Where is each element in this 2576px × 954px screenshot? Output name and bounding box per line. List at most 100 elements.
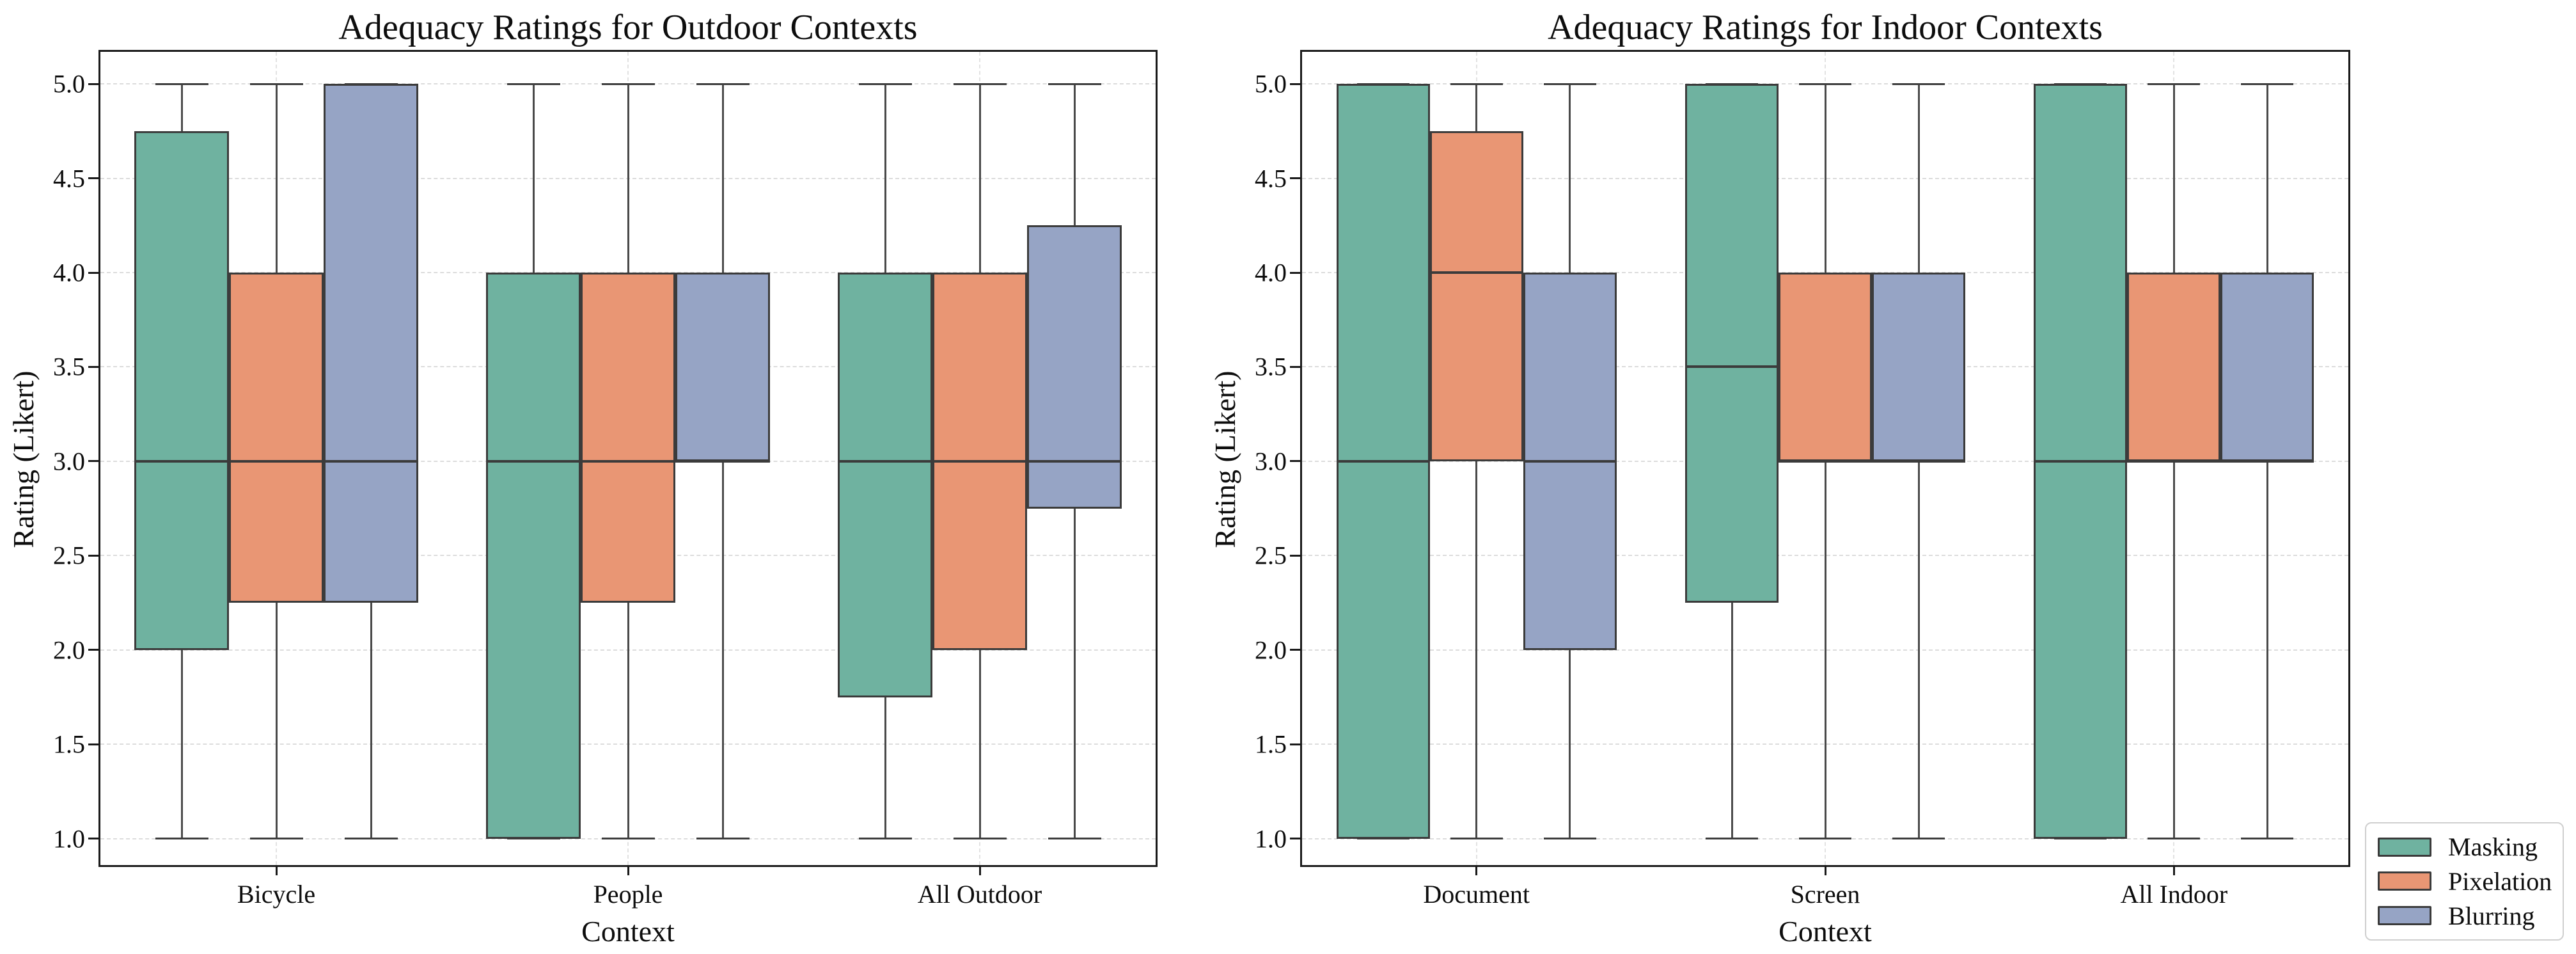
median-pixelation-all-indoor xyxy=(2127,459,2221,463)
y-tick-mark-2.5 xyxy=(88,554,98,557)
median-pixelation-all-outdoor xyxy=(932,459,1027,463)
box-pixelation-screen xyxy=(1779,273,1872,461)
legend-label-masking: Masking xyxy=(2448,832,2538,862)
whisker-cap-upper-blurring-all-outdoor xyxy=(1048,83,1101,85)
y-tick-mark-2.0 xyxy=(1290,649,1300,651)
median-pixelation-document xyxy=(1429,271,1523,274)
whisker-upper-pixelation-document xyxy=(1475,84,1478,131)
y-tick-mark-1.0 xyxy=(1290,838,1300,840)
whisker-cap-lower-masking-all-indoor xyxy=(2054,838,2107,840)
x-tick-label-people: People xyxy=(593,880,663,909)
y-tick-label-2.5: 2.5 xyxy=(53,541,85,570)
x-tick-mark-document xyxy=(1475,865,1478,875)
whisker-cap-upper-pixelation-screen xyxy=(1799,83,1851,85)
box-blurring-all-indoor xyxy=(2220,273,2314,461)
whisker-upper-masking-people xyxy=(532,84,535,273)
legend-item-blurring: Blurring xyxy=(2378,901,2551,931)
whisker-upper-pixelation-all-outdoor xyxy=(978,84,981,273)
median-pixelation-people xyxy=(581,459,675,463)
y-tick-mark-2.0 xyxy=(88,649,98,651)
whisker-cap-lower-masking-bicycle xyxy=(155,838,208,840)
x-tick-mark-people xyxy=(627,865,629,875)
whisker-upper-pixelation-people xyxy=(627,84,629,273)
whisker-upper-blurring-all-indoor xyxy=(2266,84,2268,273)
whisker-lower-pixelation-all-indoor xyxy=(2172,461,2175,839)
legend-item-masking: Masking xyxy=(2378,832,2551,862)
whisker-cap-lower-masking-all-outdoor xyxy=(858,838,912,840)
whisker-upper-blurring-people xyxy=(721,84,724,273)
whisker-upper-pixelation-screen xyxy=(1824,84,1826,273)
whisker-upper-pixelation-all-indoor xyxy=(2172,84,2175,273)
whisker-cap-lower-pixelation-all-indoor xyxy=(2148,838,2201,840)
x-tick-mark-screen xyxy=(1824,865,1826,875)
x-tick-label-all-indoor: All Indoor xyxy=(2120,880,2228,909)
whisker-lower-pixelation-screen xyxy=(1824,461,1826,839)
whisker-cap-upper-blurring-document xyxy=(1543,83,1596,85)
y-tick-mark-1.5 xyxy=(1290,743,1300,745)
whisker-cap-lower-blurring-document xyxy=(1543,838,1596,840)
y-tick-label-1.0: 1.0 xyxy=(1255,824,1287,854)
whisker-cap-lower-pixelation-bicycle xyxy=(249,838,303,840)
y-tick-label-5.0: 5.0 xyxy=(53,69,85,99)
whisker-lower-masking-screen xyxy=(1731,603,1733,839)
whisker-upper-blurring-screen xyxy=(1917,84,1920,273)
median-blurring-screen xyxy=(1872,459,1965,463)
indoor-chart-plot: Adequacy Ratings for Indoor Contexts Con… xyxy=(1209,8,2350,948)
median-pixelation-bicycle xyxy=(229,459,324,463)
box-pixelation-people xyxy=(581,273,675,603)
whisker-cap-upper-masking-all-outdoor xyxy=(858,83,912,85)
y-tick-mark-1.5 xyxy=(88,743,98,745)
whisker-lower-blurring-people xyxy=(721,461,724,839)
whisker-cap-upper-blurring-people xyxy=(696,83,750,85)
whisker-cap-lower-pixelation-screen xyxy=(1799,838,1851,840)
x-tick-mark-all-indoor xyxy=(2172,865,2175,875)
x-tick-label-document: Document xyxy=(1423,880,1530,909)
box-masking-screen xyxy=(1685,84,1779,603)
y-tick-label-3.0: 3.0 xyxy=(53,447,85,476)
y-tick-label-1.0: 1.0 xyxy=(53,824,85,854)
whisker-cap-upper-blurring-screen xyxy=(1892,83,1945,85)
y-tick-mark-3.5 xyxy=(88,365,98,368)
box-masking-people xyxy=(486,273,581,839)
y-tick-label-2.5: 2.5 xyxy=(1255,541,1287,570)
legend-label-blurring: Blurring xyxy=(2448,901,2535,930)
outdoor-chart-title: Adequacy Ratings for Outdoor Contexts xyxy=(338,8,918,47)
box-masking-all-outdoor xyxy=(838,273,932,697)
box-blurring-bicycle xyxy=(324,84,418,603)
whisker-lower-pixelation-all-outdoor xyxy=(978,649,981,839)
outdoor-chart-plot: Adequacy Ratings for Outdoor Contexts Co… xyxy=(7,8,1158,948)
whisker-upper-blurring-all-outdoor xyxy=(1073,84,1076,226)
whisker-cap-lower-blurring-bicycle xyxy=(344,838,398,840)
y-tick-mark-4.0 xyxy=(1290,271,1300,274)
y-tick-label-3.5: 3.5 xyxy=(53,352,85,381)
y-tick-mark-3.0 xyxy=(88,460,98,463)
whisker-cap-upper-pixelation-document xyxy=(1450,83,1503,85)
whisker-lower-pixelation-document xyxy=(1475,461,1478,839)
box-pixelation-all-indoor xyxy=(2127,273,2221,461)
pixelation-color-swatch xyxy=(2378,871,2431,891)
box-masking-bicycle xyxy=(134,131,229,650)
median-masking-bicycle xyxy=(134,459,229,463)
y-tick-label-4.0: 4.0 xyxy=(1255,258,1287,287)
y-tick-label-4.0: 4.0 xyxy=(53,258,85,287)
median-blurring-all-outdoor xyxy=(1027,459,1122,463)
y-tick-label-2.0: 2.0 xyxy=(1255,635,1287,665)
whisker-cap-lower-pixelation-all-outdoor xyxy=(953,838,1007,840)
box-pixelation-document xyxy=(1429,131,1523,461)
whisker-lower-pixelation-people xyxy=(627,603,629,839)
whisker-upper-masking-all-outdoor xyxy=(884,84,886,273)
whisker-upper-pixelation-bicycle xyxy=(275,84,278,273)
median-blurring-people xyxy=(675,459,770,463)
whisker-lower-pixelation-bicycle xyxy=(275,603,278,839)
whisker-lower-blurring-all-outdoor xyxy=(1073,508,1076,839)
masking-color-swatch xyxy=(2378,837,2431,857)
median-masking-screen xyxy=(1685,365,1779,369)
whisker-cap-lower-blurring-all-outdoor xyxy=(1048,838,1101,840)
y-tick-mark-3.5 xyxy=(1290,365,1300,368)
y-tick-mark-4.5 xyxy=(1290,177,1300,180)
outdoor-x-axis-label: Context xyxy=(581,915,675,948)
whisker-cap-upper-masking-people xyxy=(507,83,560,85)
median-masking-people xyxy=(486,459,581,463)
whisker-cap-upper-pixelation-all-indoor xyxy=(2148,83,2201,85)
box-blurring-people xyxy=(675,273,770,461)
